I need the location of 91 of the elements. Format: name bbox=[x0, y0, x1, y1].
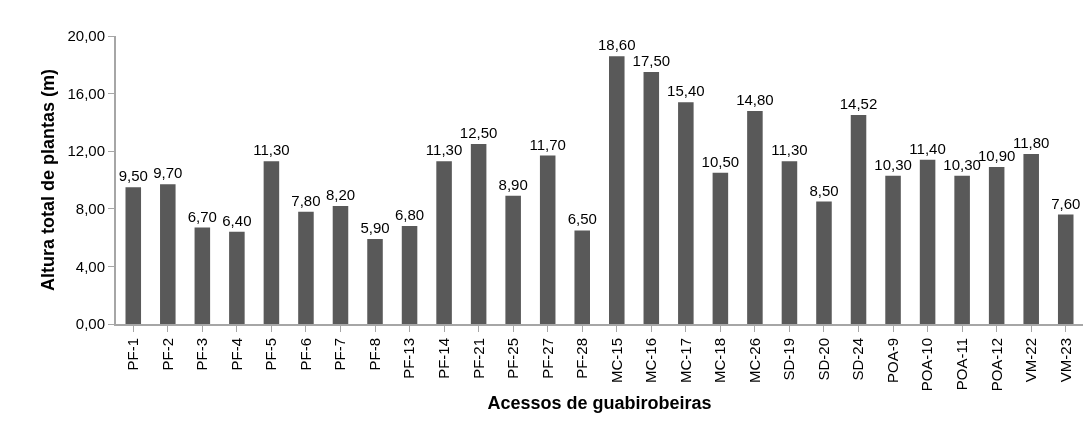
x-tick-label: PF-21 bbox=[469, 338, 487, 379]
bar bbox=[781, 161, 798, 324]
data-label: 10,30 bbox=[943, 155, 981, 173]
data-label: 6,80 bbox=[394, 206, 425, 224]
x-tick-label: VM-22 bbox=[1022, 338, 1040, 383]
x-tick-label: MC-16 bbox=[642, 338, 660, 384]
bar bbox=[470, 144, 487, 324]
x-tick-label: POA-11 bbox=[953, 338, 971, 391]
data-label: 11,30 bbox=[253, 141, 290, 159]
data-label: 8,20 bbox=[325, 185, 356, 203]
data-label: 7,80 bbox=[291, 191, 321, 209]
x-tick-label: MC-26 bbox=[745, 338, 763, 384]
bar bbox=[678, 102, 694, 324]
bar bbox=[539, 155, 556, 324]
x-axis-title: Acessos de guabirobeiras bbox=[487, 392, 712, 413]
x-tick-label: PF-8 bbox=[365, 338, 383, 371]
y-tick-label: 12,00 bbox=[67, 142, 105, 160]
x-tick-label: PF-1 bbox=[124, 338, 142, 371]
bar bbox=[332, 205, 349, 324]
x-tick-label: PF-28 bbox=[573, 338, 591, 379]
bar bbox=[194, 227, 211, 324]
data-label: 11,30 bbox=[425, 141, 463, 159]
bar bbox=[229, 231, 245, 324]
data-label: 8,50 bbox=[809, 181, 839, 199]
data-label: 7,60 bbox=[1051, 194, 1081, 212]
bar bbox=[367, 239, 383, 324]
data-label: 11,40 bbox=[909, 139, 946, 157]
data-label: 9,50 bbox=[118, 167, 148, 185]
x-tick-label: PF-6 bbox=[296, 338, 314, 371]
bar bbox=[747, 110, 763, 324]
bar bbox=[919, 159, 936, 324]
y-axis-title: Altura total de plantas (m) bbox=[38, 68, 59, 292]
x-tick-label: SD-19 bbox=[780, 338, 798, 381]
data-label: 6,50 bbox=[567, 210, 597, 228]
data-label: 10,50 bbox=[701, 152, 740, 170]
x-tick-label: PF-4 bbox=[227, 338, 245, 371]
bar bbox=[885, 175, 901, 324]
data-label: 14,52 bbox=[839, 94, 878, 112]
y-tick-label: 4,00 bbox=[75, 257, 105, 275]
x-tick-label: PF-7 bbox=[331, 338, 349, 371]
x-tick-label: PF-5 bbox=[262, 338, 280, 371]
y-tick-label: 16,00 bbox=[67, 84, 105, 102]
bar bbox=[263, 161, 280, 324]
x-tick-label: PF-3 bbox=[193, 338, 211, 371]
x-tick-label: POA-9 bbox=[883, 338, 901, 384]
data-label: 17,50 bbox=[632, 52, 671, 69]
data-label: 9,70 bbox=[153, 164, 183, 182]
bar bbox=[401, 226, 418, 324]
data-label: 11,80 bbox=[1012, 134, 1050, 152]
bar bbox=[436, 161, 452, 324]
data-label: 6,40 bbox=[222, 211, 252, 229]
y-tick-label: 0,00 bbox=[75, 315, 105, 333]
bar bbox=[816, 201, 832, 324]
x-tick-label: POA-12 bbox=[987, 338, 1005, 392]
bar bbox=[298, 211, 314, 324]
data-label: 11,70 bbox=[529, 135, 566, 153]
x-tick-label: SD-20 bbox=[814, 338, 832, 381]
bar bbox=[505, 195, 521, 324]
bar bbox=[643, 72, 660, 324]
bar bbox=[988, 167, 1005, 324]
x-tick-label: MC-18 bbox=[711, 338, 729, 384]
x-tick-label: SD-24 bbox=[849, 338, 867, 381]
data-label: 6,70 bbox=[187, 207, 217, 225]
y-tick-label: 8,00 bbox=[75, 200, 105, 218]
x-tick-label: PF-25 bbox=[504, 338, 522, 379]
data-label: 18,60 bbox=[598, 36, 636, 54]
x-tick-label: PF-27 bbox=[538, 338, 556, 379]
bar bbox=[160, 184, 176, 324]
x-tick-label: VM-23 bbox=[1056, 338, 1074, 383]
data-label: 5,90 bbox=[360, 219, 390, 237]
x-tick-label: PF-14 bbox=[434, 338, 452, 379]
data-label: 12,50 bbox=[459, 124, 498, 141]
x-tick-label: POA-10 bbox=[918, 338, 936, 392]
x-tick-label: MC-15 bbox=[607, 338, 625, 384]
bar bbox=[712, 172, 729, 324]
bar bbox=[954, 175, 970, 324]
x-tick-label: MC-17 bbox=[676, 338, 694, 384]
data-label: 10,30 bbox=[874, 155, 912, 173]
x-tick-label: PF-13 bbox=[400, 338, 418, 379]
bar bbox=[125, 187, 142, 324]
data-label: 15,40 bbox=[667, 82, 705, 100]
y-tick-label: 20,00 bbox=[67, 27, 105, 45]
data-label: 11,30 bbox=[771, 141, 808, 159]
data-label: 14,80 bbox=[736, 90, 774, 108]
x-tick-label: PF-2 bbox=[158, 338, 176, 371]
bar bbox=[609, 56, 625, 324]
bar bbox=[574, 230, 590, 324]
bar bbox=[850, 114, 867, 324]
bar bbox=[1057, 214, 1074, 324]
bar bbox=[1023, 154, 1039, 324]
data-label: 8,90 bbox=[498, 175, 528, 193]
